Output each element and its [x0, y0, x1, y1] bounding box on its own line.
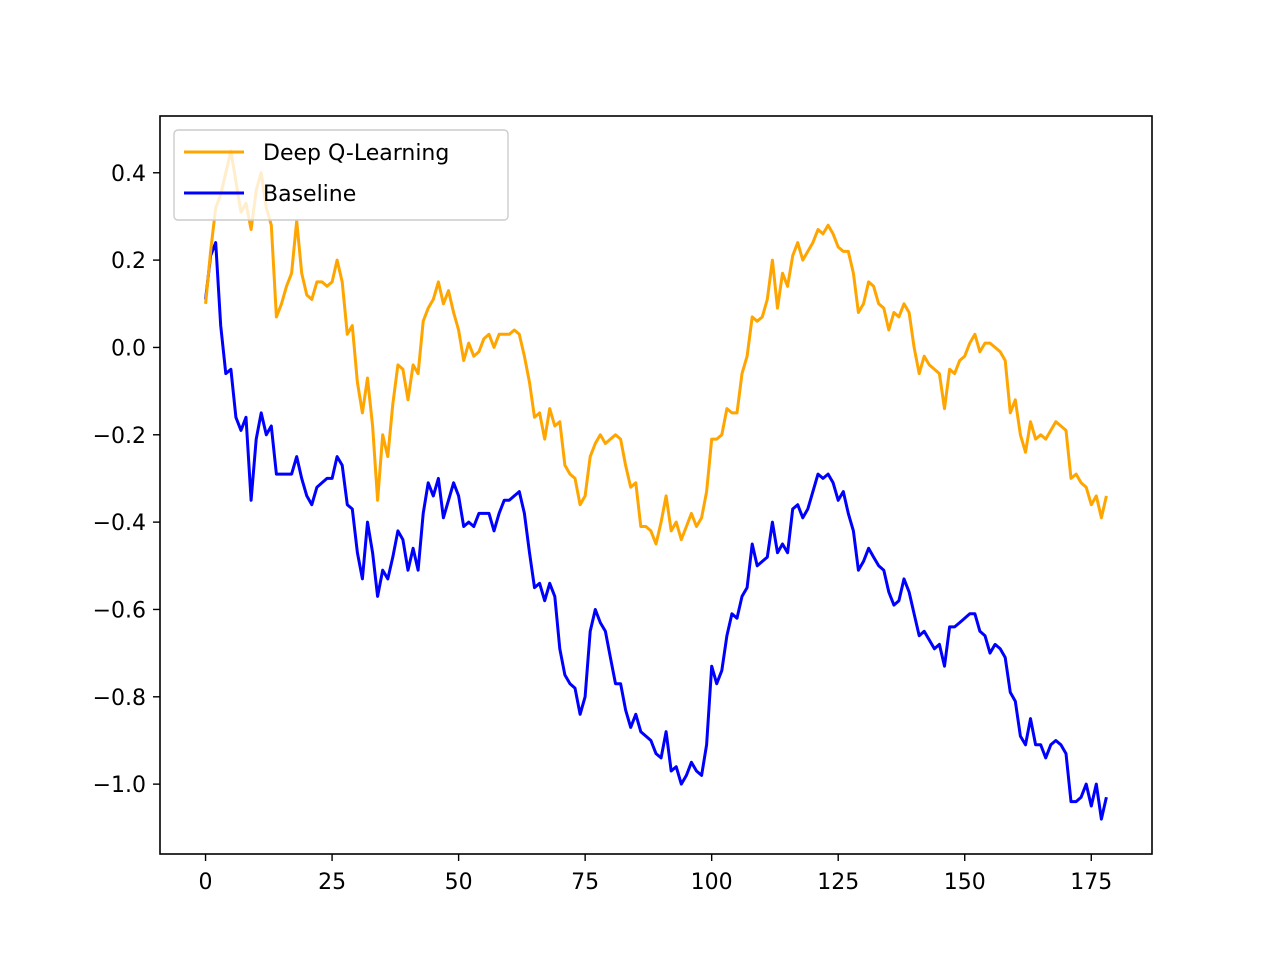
x-tick-label: 25 [318, 870, 346, 895]
x-tick-label: 150 [944, 870, 986, 895]
y-tick-label: 0.2 [111, 249, 146, 274]
series-lines [204, 149, 1108, 821]
x-tick-label: 50 [445, 870, 473, 895]
series-line-baseline [204, 241, 1108, 821]
x-tick-label: 0 [199, 870, 213, 895]
y-tick-label: 0.4 [111, 162, 146, 187]
plot-area-frame [159, 115, 1153, 855]
y-tick-label: −0.2 [93, 424, 146, 449]
legend-label-deep-q-learning: Deep Q-Learning [263, 141, 449, 166]
legend: Deep Q-Learning Baseline [173, 129, 509, 221]
y-tick-label: −0.8 [93, 686, 146, 711]
y-tick-label: 0.0 [111, 336, 146, 361]
axis-ticks: 0 25 50 75 100 125 150 175 0.4 0.2 0.0 −0.2 −0.4 −0.6… [93, 162, 1113, 895]
y-tick-label: −0.6 [93, 598, 146, 623]
legend-label-baseline: Baseline [263, 182, 356, 207]
x-tick-label: 100 [691, 870, 733, 895]
series-line-deep-q-learning [204, 149, 1108, 546]
legend-box [173, 129, 509, 221]
x-tick-label: 75 [571, 870, 599, 895]
y-tick-label: −1.0 [93, 773, 146, 798]
x-tick-label: 125 [817, 870, 859, 895]
x-tick-label: 175 [1070, 870, 1112, 895]
y-tick-label: −0.4 [93, 511, 146, 536]
